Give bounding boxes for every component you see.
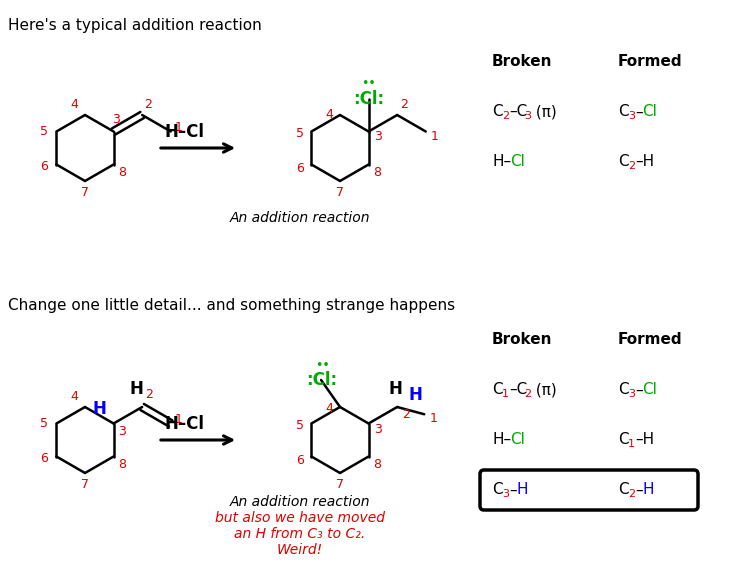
Text: Cl: Cl [642,382,657,397]
Text: H–: H– [492,433,511,448]
Text: 6: 6 [40,452,48,465]
Text: Here's a typical addition reaction: Here's a typical addition reaction [8,18,262,33]
Text: C: C [618,483,628,498]
Text: C: C [492,483,503,498]
Text: 5: 5 [40,125,48,138]
Text: 2: 2 [402,408,410,422]
Text: C: C [618,382,628,397]
Text: H: H [516,483,528,498]
Text: 8: 8 [374,166,382,179]
Text: 1: 1 [429,412,437,425]
Text: but also we have moved: but also we have moved [215,511,385,525]
Text: 7: 7 [336,187,344,200]
Text: Cl: Cl [642,104,657,119]
Text: 4: 4 [70,390,78,404]
Text: –: – [509,483,517,498]
Text: C: C [618,154,628,169]
Text: (π): (π) [531,104,557,119]
Text: 8: 8 [119,166,126,179]
Text: 5: 5 [297,419,305,432]
Text: 4: 4 [325,108,333,121]
Text: 2: 2 [502,111,509,121]
Text: 7: 7 [336,478,344,491]
Text: Formed: Formed [618,332,683,347]
Text: 6: 6 [40,160,48,173]
Text: 6: 6 [297,454,305,467]
Text: Cl: Cl [510,433,525,448]
Text: 2: 2 [400,97,408,111]
Text: –: – [635,104,643,119]
Text: :Cl:: :Cl: [307,371,338,389]
Text: –H: –H [635,154,654,169]
FancyBboxPatch shape [480,470,698,510]
Text: Broken: Broken [492,55,553,70]
Text: H: H [388,380,402,398]
Text: 5: 5 [40,417,48,430]
Text: An addition reaction: An addition reaction [230,211,370,225]
Text: 3: 3 [374,130,382,143]
Text: C: C [618,104,628,119]
Text: H–Cl: H–Cl [165,415,205,433]
Text: 7: 7 [81,187,89,200]
Text: H: H [408,386,422,404]
Text: H: H [92,401,106,419]
Text: 3: 3 [112,113,120,126]
Text: (π): (π) [531,382,557,397]
Text: C: C [492,104,503,119]
Text: 2: 2 [524,389,531,399]
Text: 7: 7 [81,478,89,491]
Text: Change one little detail... and something strange happens: Change one little detail... and somethin… [8,298,455,313]
Text: –H: –H [635,433,654,448]
Text: ••: •• [315,360,330,372]
Text: an H from C₃ to C₂.: an H from C₃ to C₂. [234,527,366,541]
Text: H–Cl: H–Cl [165,123,205,141]
Text: Weird!: Weird! [277,543,323,557]
Text: 8: 8 [119,458,126,471]
Text: 4: 4 [325,403,333,415]
Text: 2: 2 [628,489,635,499]
Text: 8: 8 [374,458,382,471]
Text: Formed: Formed [618,55,683,70]
Text: 1: 1 [431,130,439,143]
Text: 5: 5 [297,127,305,140]
Text: 2: 2 [628,161,635,171]
Text: 1: 1 [175,413,183,426]
Text: 1: 1 [175,121,183,134]
Text: 3: 3 [524,111,531,121]
Text: Broken: Broken [492,332,553,347]
Text: An addition reaction: An addition reaction [230,495,370,509]
Text: H: H [129,380,143,398]
Text: H–: H– [492,154,511,169]
Text: 3: 3 [117,425,126,438]
Text: 3: 3 [628,389,635,399]
Text: –C: –C [509,382,527,397]
Text: –: – [635,483,643,498]
Text: 3: 3 [628,111,635,121]
Text: 2: 2 [145,389,153,401]
Text: H: H [642,483,653,498]
Text: –C: –C [509,104,527,119]
Text: 6: 6 [297,162,305,175]
Text: 4: 4 [70,99,78,111]
Text: 2: 2 [144,97,152,111]
Text: Cl: Cl [510,154,525,169]
Text: :Cl:: :Cl: [353,89,384,107]
Text: C: C [492,382,503,397]
Text: –: – [635,382,643,397]
Text: C: C [618,433,628,448]
Text: ••: •• [361,77,376,90]
Text: 3: 3 [374,423,382,436]
Text: 3: 3 [502,489,509,499]
Text: 1: 1 [502,389,509,399]
Text: 1: 1 [628,439,635,449]
